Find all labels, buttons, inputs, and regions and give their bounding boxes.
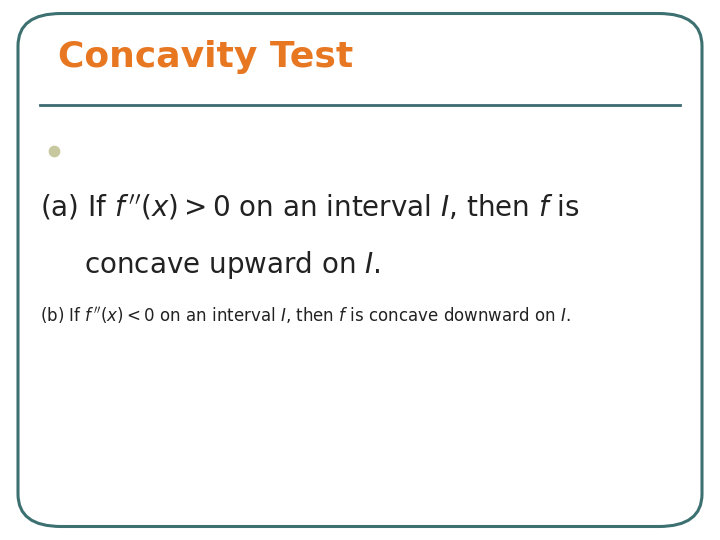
- Text: concave upward on $I$.: concave upward on $I$.: [40, 248, 380, 281]
- Text: Concavity Test: Concavity Test: [58, 40, 353, 73]
- Text: (b) If $f\,''(x) < 0$ on an interval $I$, then $f$ is concave downward on $I$.: (b) If $f\,''(x) < 0$ on an interval $I$…: [40, 306, 570, 326]
- Text: (a) If $f\,''(x) > 0$ on an interval $I$, then $f$ is: (a) If $f\,''(x) > 0$ on an interval $I$…: [40, 193, 579, 222]
- FancyBboxPatch shape: [18, 14, 702, 526]
- Point: [48, 147, 60, 156]
